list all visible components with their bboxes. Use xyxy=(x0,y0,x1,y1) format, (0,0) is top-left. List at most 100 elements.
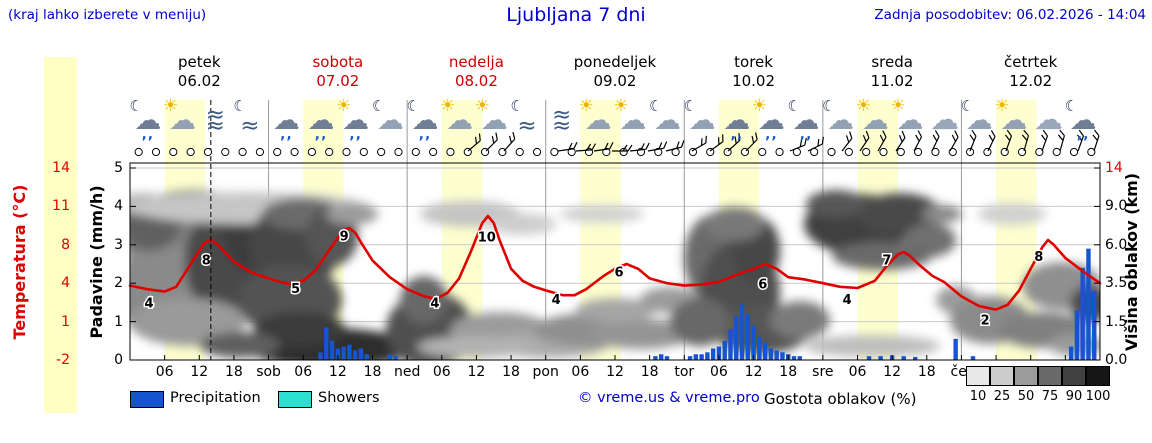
sun-icon: ☀ xyxy=(336,96,352,116)
precip-tick: 3 xyxy=(114,236,123,253)
cloud-icon: ☁ xyxy=(653,105,681,136)
copyright-link[interactable]: © vreme.us & vreme.pro xyxy=(578,390,760,406)
temperature-axis-title: Temperatura (°C) xyxy=(10,184,29,340)
density-step-label: 100 xyxy=(1085,389,1111,404)
cloud-icon: ☁ xyxy=(757,105,785,136)
cloud-icon: ☁ xyxy=(584,105,612,136)
weather-icon-sun-cloud: ☀ ☁ xyxy=(994,98,1031,138)
weather-icon-moon-fog: ☾ ≈ xyxy=(510,98,546,138)
moon-icon: ☾ xyxy=(960,97,975,115)
temp-tick: -2 xyxy=(56,352,70,368)
fog-icon: ≈ xyxy=(240,113,260,139)
moon-icon: ☾ xyxy=(787,97,801,115)
weather-icon-sun-rain: ☀ ☁ ‚‚ xyxy=(751,96,789,143)
precipitation-axis-title: Padavine (mm/h) xyxy=(87,185,106,339)
precip-tick: 0 xyxy=(114,352,123,368)
svg-text:7: 7 xyxy=(882,253,891,268)
day-name: sobota xyxy=(312,53,364,71)
cloud-icon: ☁ xyxy=(861,105,889,136)
cloud-icon: ☁ xyxy=(168,105,196,136)
x-tick-sob: sob xyxy=(256,364,281,380)
cloud-icon: ☁ xyxy=(446,105,474,136)
showers-legend-label: Showers xyxy=(318,390,380,406)
cloud-height-tick: 3.5 xyxy=(1105,275,1128,292)
x-tick-12: 12 xyxy=(328,364,347,380)
raindrops-icon: ‚‚ xyxy=(418,127,432,143)
sun-icon: ☀ xyxy=(890,96,906,116)
menu-hint: (kraj lahko izberete v meniju) xyxy=(8,7,207,23)
cloud-height-tick: 1.5 xyxy=(1105,313,1128,330)
precipitation-bars xyxy=(318,248,1097,360)
cloud-icon: ☁ xyxy=(376,105,404,136)
fog-icon: ≈ xyxy=(205,113,225,139)
svg-text:6: 6 xyxy=(615,265,624,280)
svg-text:4: 4 xyxy=(430,297,439,312)
weather-icon-moon-cloud: ☾ ☁ xyxy=(684,98,720,138)
last-updated: Zadnja posodobitev: 06.02.2026 - 14:04 xyxy=(874,7,1146,23)
wind-barbs xyxy=(467,129,1100,152)
weather-icon-sun-cloud: ☀ ☁ xyxy=(890,96,927,138)
sun-icon: ☀ xyxy=(751,96,768,116)
temp-tick: 8 xyxy=(61,236,70,253)
x-tick-12: 12 xyxy=(606,364,624,380)
sun-icon: ☀ xyxy=(162,96,179,116)
day-label-nedelja: nedelja 08.02 xyxy=(406,53,546,91)
cloud-icon: ☁ xyxy=(272,105,300,136)
moon-icon: ☾ xyxy=(406,97,420,115)
precipitation-legend-label: Precipitation xyxy=(170,390,261,406)
temp-tick: 4 xyxy=(61,275,70,292)
density-step-box xyxy=(1038,366,1062,386)
x-tick-06: 06 xyxy=(848,364,867,380)
weather-icon-rain: ☁ ‚‚ xyxy=(268,98,304,142)
cloud-icon: ☁ xyxy=(619,105,647,136)
day-date: 10.02 xyxy=(732,72,776,90)
fog-icon: ≈ xyxy=(205,102,225,128)
temperature-axis-strip xyxy=(44,57,77,413)
precip-tick: 1 xyxy=(114,313,123,330)
moon-icon: ☾ xyxy=(510,97,524,115)
cloud-icon: ☁ xyxy=(411,105,439,136)
cloud-icon: ☁ xyxy=(723,105,751,136)
density-step-label: 75 xyxy=(1041,389,1059,404)
weather-icon-moon-rain: ☾ ☁ ‚‚ xyxy=(787,97,824,143)
weather-icon-cloud: ☁ xyxy=(1030,98,1066,138)
density-step-box xyxy=(990,366,1014,386)
weather-icon-sun-cloud: ☀ ☁ xyxy=(855,96,893,138)
density-step-label: 90 xyxy=(1065,389,1083,404)
raindrops-icon: ‚‚ xyxy=(764,127,778,143)
day-name: četrtek xyxy=(1004,53,1058,71)
day-name: ponedeljek xyxy=(573,53,657,71)
x-tick-12: 12 xyxy=(744,364,763,380)
weather-icon-rain: ☁ ‚‚ xyxy=(718,98,754,142)
cloud-density-legend-label: Gostota oblakov (%) xyxy=(764,390,917,408)
fog-icon: ≈ xyxy=(517,113,537,139)
svg-text:5: 5 xyxy=(291,282,300,297)
fog-icon: ≈ xyxy=(552,113,572,139)
svg-text:9: 9 xyxy=(340,229,349,244)
moon-icon: ☾ xyxy=(1064,97,1079,115)
cloud-icon: ☁ xyxy=(965,105,993,136)
sun-icon: ☀ xyxy=(855,96,872,116)
cloud-height-axis-title: Višina oblakov (km) xyxy=(1122,172,1141,352)
svg-text:4: 4 xyxy=(843,293,852,308)
weather-icon-sun-cloud: ☀ ☁ xyxy=(613,98,650,138)
x-tick-18: 18 xyxy=(779,364,798,380)
raindrops-icon: ‚‚ xyxy=(349,127,362,143)
density-step-label: 10 xyxy=(969,389,987,404)
weather-icon-moon-cloud: ☾ ☁ xyxy=(822,98,858,138)
moon-icon: ☾ xyxy=(233,97,247,115)
sun-icon: ☀ xyxy=(474,96,490,116)
x-tick-18: 18 xyxy=(917,364,936,380)
cloud-height-tick: 0.0 xyxy=(1105,352,1128,368)
fog-icon: ≈ xyxy=(552,102,572,128)
moon-icon: ☾ xyxy=(648,97,663,115)
weather-icon-moon-rain: ☾ ☁ ‚‚ xyxy=(406,97,442,143)
x-tick-06: 06 xyxy=(294,364,313,380)
svg-text:4: 4 xyxy=(552,293,561,308)
temp-tick: 1 xyxy=(61,313,70,330)
sun-icon: ☀ xyxy=(440,96,456,116)
x-tick-06: 06 xyxy=(571,364,590,380)
x-tick-12: 12 xyxy=(467,364,486,380)
svg-text:8: 8 xyxy=(1034,250,1043,265)
raindrops-icon: ‚‚ xyxy=(141,127,154,143)
